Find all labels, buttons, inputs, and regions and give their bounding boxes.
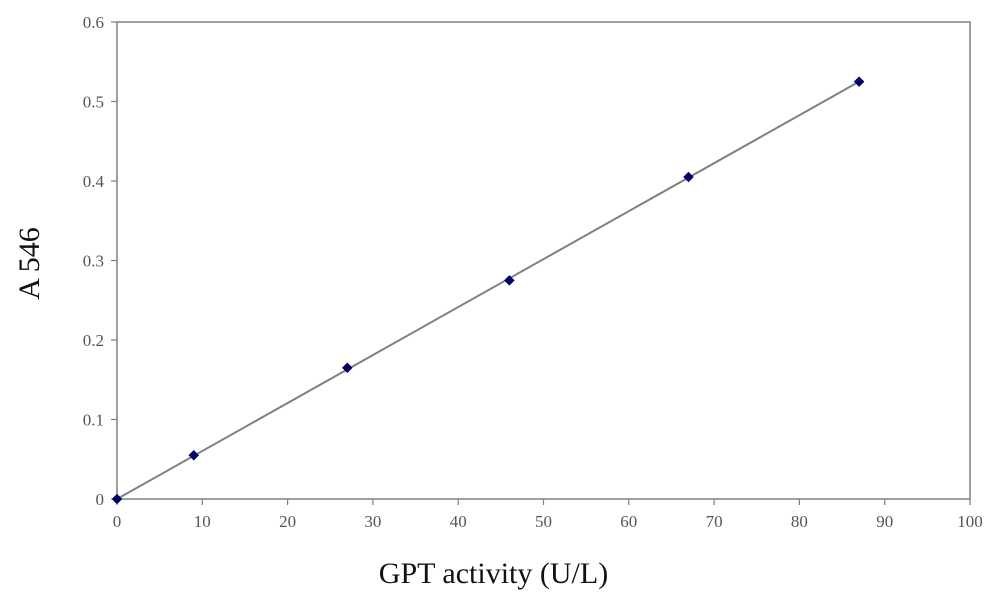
data-point [188,449,200,461]
x-tick-label: 80 [791,512,808,531]
x-axis-ticks: 0 10 20 30 40 50 60 70 80 90 100 [113,499,983,531]
y-tick-label: 0 [96,490,105,509]
x-tick-label: 90 [876,512,893,531]
trendline-group [116,80,860,500]
x-tick-label: 0 [113,512,122,531]
x-tick-label: 10 [194,512,211,531]
x-tick-label: 60 [620,512,637,531]
y-tick-label: 0.5 [83,93,104,112]
y-axis-title: A 546 [13,227,46,300]
y-tick-label: 0.1 [83,411,104,430]
data-point [111,493,123,505]
data-point [683,171,694,183]
trendline [116,80,860,500]
x-axis-title: GPT activity (U/L) [379,557,608,590]
x-tick-label: 40 [450,512,467,531]
y-tick-label: 0.6 [83,13,104,32]
x-tick-label: 30 [364,512,381,531]
data-point [504,275,515,286]
y-axis-ticks: 0 0.1 0.2 0.3 0.4 0.5 0.6 [83,13,117,509]
y-tick-label: 0.4 [83,172,105,191]
x-tick-label: 50 [535,512,552,531]
y-tick-label: 0.2 [83,331,104,350]
x-tick-label: 70 [706,512,723,531]
y-tick-label: 0.3 [83,252,104,271]
data-point [853,76,865,87]
data-points [111,76,865,505]
x-tick-label: 100 [957,512,983,531]
x-tick-label: 20 [279,512,296,531]
data-point [341,362,353,374]
